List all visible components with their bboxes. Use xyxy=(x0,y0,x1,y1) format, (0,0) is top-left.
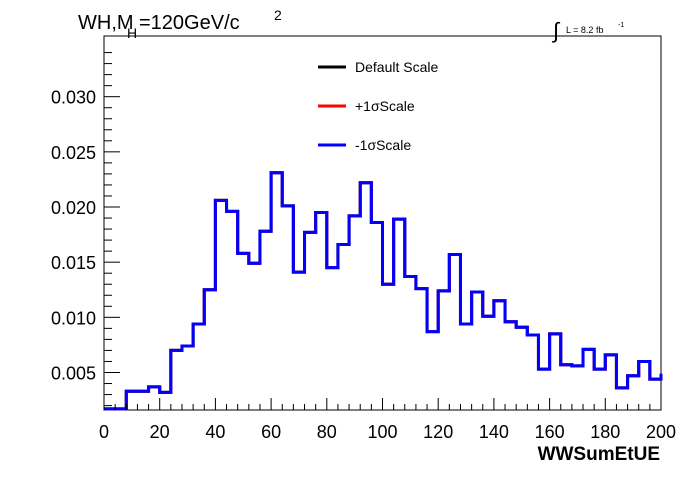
title-main: WH,M xyxy=(78,12,134,34)
legend-label-default-scale: Default Scale xyxy=(355,59,438,75)
x-tick-label: 100 xyxy=(367,422,397,442)
chart-title: WH,M H =120GeV/c 2 xyxy=(78,7,282,41)
x-tick-label: 140 xyxy=(479,422,509,442)
legend-label-minus-1-sigma-scale: -1σScale xyxy=(355,137,411,153)
x-tick-label: 80 xyxy=(317,422,337,442)
y-tick-label: 0.025 xyxy=(51,143,96,163)
x-tick-label: 20 xyxy=(150,422,170,442)
y-tick-label: 0.005 xyxy=(51,363,96,383)
luminosity-superscript: -1 xyxy=(618,22,624,29)
luminosity-label: ∫ L = 8.2 fb -1 xyxy=(551,18,624,43)
y-axis: 0.005 0.010 0.015 0.020 0.025 0.030 xyxy=(51,52,120,407)
x-tick-label: 40 xyxy=(205,422,225,442)
x-tick-label: 120 xyxy=(423,422,453,442)
legend-label-plus-1-sigma-scale: +1σScale xyxy=(355,98,415,114)
title-subscript: H xyxy=(127,25,137,41)
x-tick-label: 160 xyxy=(535,422,565,442)
series-layer xyxy=(104,171,663,411)
x-axis: 0 20 40 60 80 100 120 140 160 180 200 xyxy=(99,398,676,442)
x-tick-label: 0 xyxy=(99,422,109,442)
x-tick-label: 200 xyxy=(646,422,676,442)
y-tick-label: 0.015 xyxy=(51,253,96,273)
y-tick-label: 0.020 xyxy=(51,198,96,218)
integral-symbol: ∫ xyxy=(551,18,561,43)
title-rest: =120GeV/c xyxy=(139,12,240,34)
series-line-minus-1-sigma-scale xyxy=(104,171,663,411)
y-tick-label: 0.030 xyxy=(51,88,96,108)
series-minus-1-sigma-scale xyxy=(104,171,663,411)
x-tick-label: 180 xyxy=(590,422,620,442)
luminosity-text: L = 8.2 fb xyxy=(566,25,603,35)
x-axis-title: WWSumEtUE xyxy=(538,444,660,465)
x-tick-label: 60 xyxy=(261,422,281,442)
y-tick-label: 0.010 xyxy=(51,308,96,328)
legend: Default Scale +1σScale -1σScale xyxy=(318,59,438,153)
title-superscript: 2 xyxy=(274,7,282,23)
